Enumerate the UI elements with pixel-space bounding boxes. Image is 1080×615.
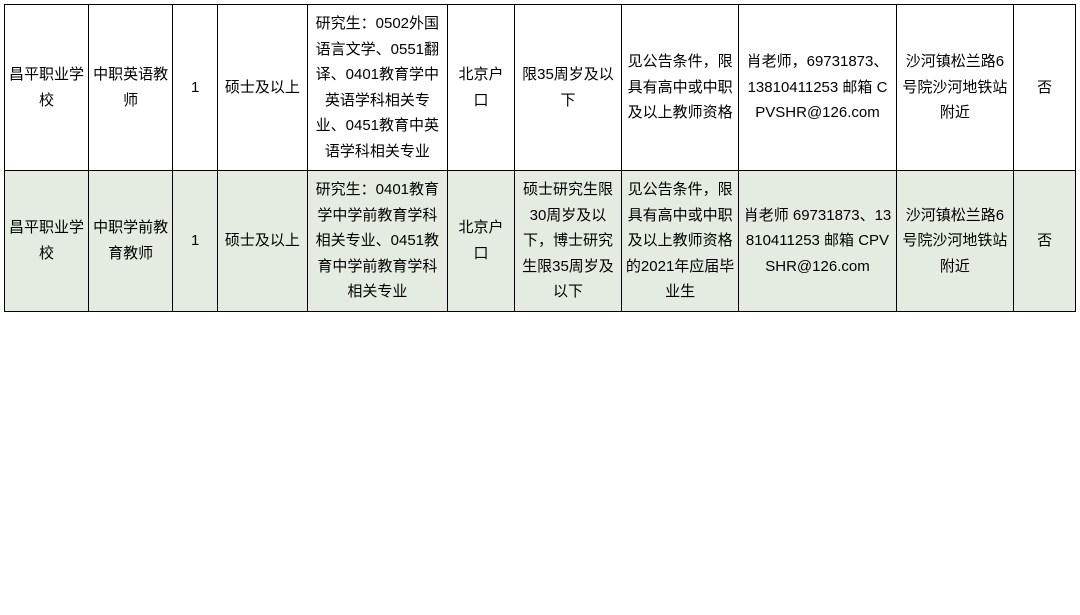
cell-position: 中职英语教师 xyxy=(89,5,173,171)
cell-flag: 否 xyxy=(1014,171,1076,312)
cell-requirements: 见公告条件，限具有高中或中职及以上教师资格的2021年应届毕业生 xyxy=(621,171,739,312)
cell-count: 1 xyxy=(173,5,218,171)
recruitment-table: 昌平职业学校 中职英语教师 1 硕士及以上 研究生：0502外国语言文学、055… xyxy=(4,4,1076,312)
cell-flag: 否 xyxy=(1014,5,1076,171)
cell-hukou: 北京户口 xyxy=(447,5,514,171)
table-row: 昌平职业学校 中职英语教师 1 硕士及以上 研究生：0502外国语言文学、055… xyxy=(5,5,1076,171)
cell-age: 硕士研究生限30周岁及以下，博士研究生限35周岁及以下 xyxy=(515,171,622,312)
cell-degree: 硕士及以上 xyxy=(218,171,308,312)
cell-degree: 硕士及以上 xyxy=(218,5,308,171)
cell-contact: 肖老师，69731873、13810411253 邮箱 CPVSHR@126.c… xyxy=(739,5,896,171)
cell-major: 研究生：0401教育学中学前教育学科相关专业、0451教育中学前教育学科相关专业 xyxy=(307,171,447,312)
cell-major: 研究生：0502外国语言文学、0551翻译、0401教育学中英语学科相关专业、0… xyxy=(307,5,447,171)
cell-age: 限35周岁及以下 xyxy=(515,5,622,171)
cell-count: 1 xyxy=(173,171,218,312)
cell-address: 沙河镇松兰路6号院沙河地铁站附近 xyxy=(896,5,1014,171)
cell-school: 昌平职业学校 xyxy=(5,5,89,171)
cell-school: 昌平职业学校 xyxy=(5,171,89,312)
cell-hukou: 北京户口 xyxy=(447,171,514,312)
cell-position: 中职学前教育教师 xyxy=(89,171,173,312)
cell-address: 沙河镇松兰路6号院沙河地铁站附近 xyxy=(896,171,1014,312)
cell-requirements: 见公告条件，限具有高中或中职及以上教师资格 xyxy=(621,5,739,171)
cell-contact: 肖老师 69731873、13810411253 邮箱 CPVSHR@126.c… xyxy=(739,171,896,312)
table-row: 昌平职业学校 中职学前教育教师 1 硕士及以上 研究生：0401教育学中学前教育… xyxy=(5,171,1076,312)
